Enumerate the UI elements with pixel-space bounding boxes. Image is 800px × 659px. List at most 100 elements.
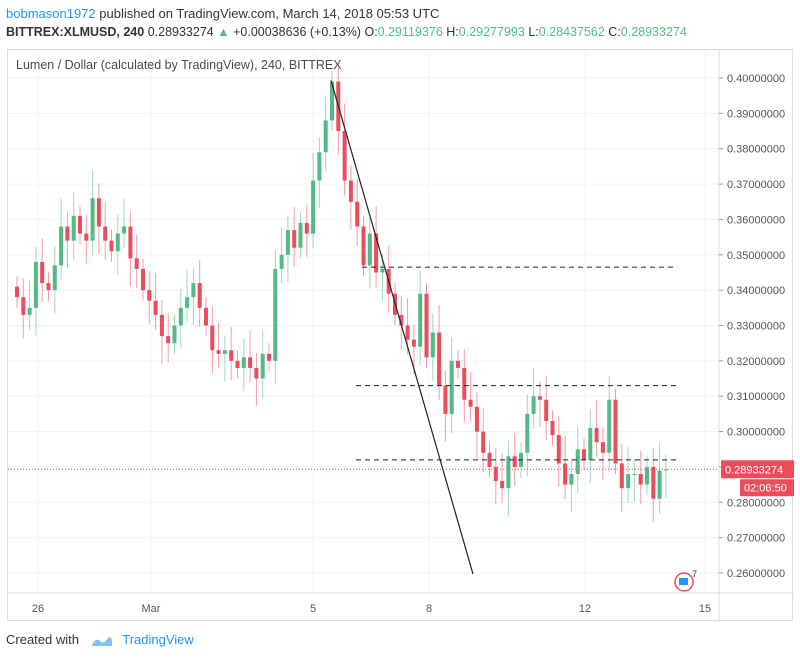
publish-line: bobmason1972 published on TradingView.co… bbox=[6, 6, 439, 21]
candle-body bbox=[147, 290, 152, 301]
candle bbox=[273, 249, 278, 385]
candle-body bbox=[141, 268, 145, 291]
candle-body bbox=[27, 307, 32, 315]
candle bbox=[544, 376, 549, 441]
candle-body bbox=[411, 339, 416, 347]
candle bbox=[468, 372, 473, 422]
candle-body bbox=[52, 265, 57, 291]
y-tick-label: 0.34000000 bbox=[727, 285, 785, 297]
candle-body bbox=[248, 357, 253, 368]
candle-body bbox=[537, 396, 542, 400]
candle-body bbox=[437, 332, 442, 386]
author-link[interactable]: bobmason1972 bbox=[6, 6, 96, 21]
candle-body bbox=[531, 396, 536, 414]
candle-body bbox=[185, 297, 190, 308]
candle bbox=[311, 152, 316, 249]
candle bbox=[449, 337, 454, 433]
candle bbox=[500, 453, 505, 503]
candle bbox=[474, 391, 479, 460]
created-with-label: Created with bbox=[6, 632, 79, 647]
candle bbox=[229, 326, 234, 380]
candle-body bbox=[96, 198, 101, 227]
candle-body bbox=[405, 325, 410, 340]
close-label: C: bbox=[608, 25, 621, 39]
candle bbox=[569, 459, 574, 513]
candle bbox=[493, 447, 498, 505]
candle-body bbox=[222, 350, 227, 354]
ideas-count: 7 bbox=[692, 569, 697, 579]
candle-body bbox=[588, 428, 593, 460]
ideas-flag-icon bbox=[674, 572, 694, 592]
candle-body bbox=[424, 293, 429, 358]
candle-body bbox=[456, 360, 460, 368]
candle bbox=[267, 343, 271, 372]
candle bbox=[147, 271, 152, 325]
candle bbox=[638, 450, 643, 504]
candle bbox=[380, 254, 385, 301]
candle-body bbox=[430, 332, 435, 358]
candle-body bbox=[109, 240, 114, 252]
candle bbox=[588, 408, 593, 484]
candle bbox=[430, 313, 435, 381]
candle-body bbox=[122, 226, 127, 234]
y-tick-label: 0.32000000 bbox=[727, 356, 785, 368]
chart-area[interactable]: Lumen / Dollar (calculated by TradingVie… bbox=[7, 49, 794, 622]
candle-body bbox=[418, 293, 423, 347]
y-tick-label: 0.33000000 bbox=[727, 321, 785, 333]
candle-body bbox=[317, 152, 322, 181]
candle-body bbox=[115, 233, 120, 252]
candle bbox=[141, 258, 145, 301]
candle-body bbox=[78, 215, 82, 234]
candle bbox=[304, 203, 309, 257]
candle-body bbox=[15, 286, 19, 298]
candle-body bbox=[493, 466, 498, 482]
candle-body bbox=[216, 350, 221, 354]
candle-body bbox=[172, 325, 177, 344]
price-badge-text: 0.28933274 bbox=[725, 464, 783, 476]
candle-body bbox=[550, 420, 555, 436]
candle bbox=[65, 211, 70, 269]
candle-body bbox=[46, 283, 51, 291]
candle bbox=[418, 270, 423, 366]
candle bbox=[531, 368, 536, 429]
candle-body bbox=[103, 226, 108, 241]
y-tick-label: 0.26000000 bbox=[727, 568, 785, 580]
candle bbox=[222, 335, 227, 382]
candle-body bbox=[33, 261, 38, 308]
candle bbox=[122, 198, 127, 249]
candle-body bbox=[298, 222, 303, 248]
open-value: 0.29119376 bbox=[377, 25, 443, 39]
candle bbox=[84, 214, 89, 264]
candle bbox=[607, 376, 612, 472]
candle bbox=[172, 314, 177, 354]
candle bbox=[399, 295, 404, 349]
candle-body bbox=[638, 474, 643, 485]
candle-body bbox=[607, 399, 612, 453]
candle-body bbox=[166, 336, 171, 344]
candle bbox=[317, 137, 322, 209]
candle-body bbox=[279, 254, 284, 269]
y-tick-label: 0.36000000 bbox=[727, 214, 785, 226]
candle bbox=[575, 425, 580, 494]
candle bbox=[46, 272, 51, 301]
close-value: 0.28933274 bbox=[620, 25, 687, 39]
candle-body bbox=[663, 469, 668, 471]
candle bbox=[235, 350, 240, 379]
low-value: 0.28437562 bbox=[538, 25, 605, 39]
symbol-label: BITTREX:XLMUSD, 240 bbox=[6, 25, 145, 39]
candle bbox=[663, 454, 668, 499]
candle-body bbox=[134, 258, 139, 269]
tradingview-brand[interactable]: TradingView bbox=[122, 632, 194, 647]
candle bbox=[40, 238, 45, 303]
candle-body bbox=[348, 180, 353, 202]
candle-body bbox=[204, 307, 208, 326]
candle bbox=[21, 278, 26, 339]
candle bbox=[424, 283, 429, 368]
candle bbox=[210, 306, 215, 374]
candle bbox=[59, 198, 64, 281]
price-chart[interactable]: Lumen / Dollar (calculated by TradingVie… bbox=[8, 50, 794, 622]
candle bbox=[254, 353, 259, 407]
candle bbox=[645, 456, 649, 496]
candle bbox=[185, 269, 190, 323]
trend-line bbox=[330, 80, 474, 575]
